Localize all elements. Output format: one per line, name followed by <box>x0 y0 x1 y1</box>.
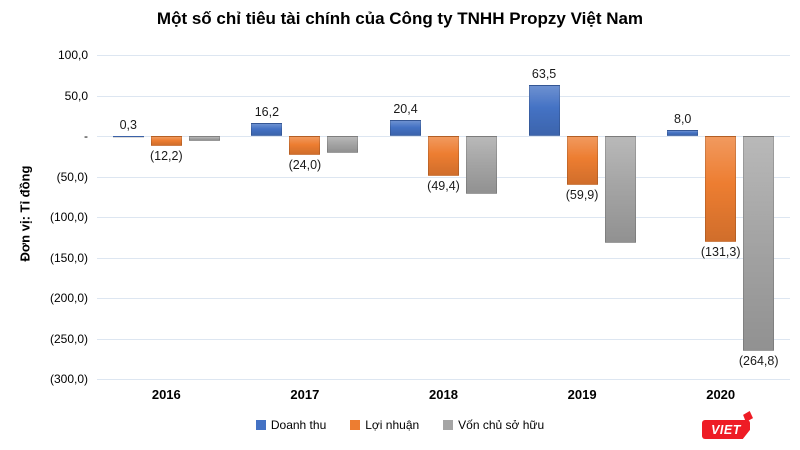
bar-von-chu-so-huu-2017 <box>327 136 359 153</box>
bar-doanh-thu-2020 <box>667 129 699 136</box>
bar-loi-nhuan-2018 <box>428 136 459 176</box>
y-axis-tick-label: - <box>84 129 88 143</box>
x-axis-label-2016: 2016 <box>151 387 181 402</box>
y-axis-tick-label: (250,0) <box>49 331 88 346</box>
legend-item-von-chu-so-huu: Vốn chủ sở hữu <box>443 418 544 432</box>
data-label-doanh-thu-2016: 0,3 <box>119 117 137 132</box>
legend-item-doanh-thu: Doanh thu <box>255 418 327 432</box>
legend: Doanh thu Lợi nhuận Vốn chủ sở hữu <box>0 418 800 432</box>
legend-item-loi-nhuan: Lợi nhuận <box>350 418 419 432</box>
y-axis-tick-label: (300,0) <box>49 372 88 386</box>
bar-loi-nhuan-2016 <box>150 136 182 146</box>
data-label-loi-nhuan-2017: (24,0) <box>288 158 322 173</box>
data-label-doanh-thu-2017: 16,2 <box>254 104 280 119</box>
data-label-doanh-thu-2020: 8,0 <box>673 111 692 126</box>
gridline--200 <box>97 298 790 299</box>
legend-marker-loi-nhuan-icon <box>350 420 361 430</box>
legend-marker-von-chu-so-huu-icon <box>443 420 454 430</box>
viet-logo-flag-icon <box>743 411 753 422</box>
gridline--100 <box>97 217 790 218</box>
x-axis-label-2017: 2017 <box>290 387 320 402</box>
gridline--250 <box>97 338 790 340</box>
data-label-doanh-thu-2018: 20,4 <box>393 101 418 116</box>
gridline-100 <box>97 55 790 56</box>
y-axis-tick-label: 50,0 <box>64 88 88 103</box>
data-label-loi-nhuan-2016: (12,2) <box>149 148 183 163</box>
legend-label: Vốn chủ sở hữu <box>458 418 545 432</box>
data-label-loi-nhuan-2020: (131,3) <box>700 245 741 260</box>
bar-doanh-thu-2016 <box>112 135 144 137</box>
data-label-loi-nhuan-2018: (49,4) <box>427 179 460 193</box>
x-axis-label-2019: 2019 <box>567 387 597 402</box>
bar-von-chu-so-huu-2018 <box>466 136 497 194</box>
viet-logo: VIET <box>702 420 750 439</box>
bar-von-chu-so-huu-2016 <box>188 136 220 141</box>
bar-loi-nhuan-2020 <box>705 136 737 243</box>
gridline-50 <box>97 95 790 97</box>
bar-doanh-thu-2018 <box>390 119 421 136</box>
gridline--150 <box>97 257 790 259</box>
gridline--50 <box>97 176 790 178</box>
y-axis-tick-label: (150,0) <box>49 250 88 265</box>
bar-doanh-thu-2017 <box>251 122 283 137</box>
y-axis-tick-label: (50,0) <box>56 169 88 184</box>
bar-von-chu-so-huu-2019 <box>604 136 636 243</box>
gridline--300 <box>97 379 790 380</box>
x-axis-label-2020: 2020 <box>706 387 736 402</box>
y-axis-tick-label: (100,0) <box>49 210 88 224</box>
data-label-doanh-thu-2019: 63,5 <box>531 66 557 81</box>
legend-label: Doanh thu <box>270 418 327 432</box>
data-label-loi-nhuan-2019: (59,9) <box>565 187 599 202</box>
x-axis-label-2018: 2018 <box>429 387 458 402</box>
chart-title: Một số chỉ tiêu tài chính của Công ty TN… <box>156 9 644 28</box>
data-label-von-chu-so-huu-2020: (264,8) <box>738 353 779 368</box>
bar-doanh-thu-2019 <box>528 84 560 137</box>
legend-label: Lợi nhuận <box>365 418 420 432</box>
legend-marker-doanh-thu-icon <box>255 420 266 430</box>
y-axis-tick-label: 100,0 <box>57 48 88 62</box>
bar-von-chu-so-huu-2020 <box>743 136 775 351</box>
y-axis-tick-label: (200,0) <box>49 291 88 305</box>
bar-loi-nhuan-2017 <box>289 136 321 156</box>
bar-loi-nhuan-2019 <box>566 136 598 185</box>
